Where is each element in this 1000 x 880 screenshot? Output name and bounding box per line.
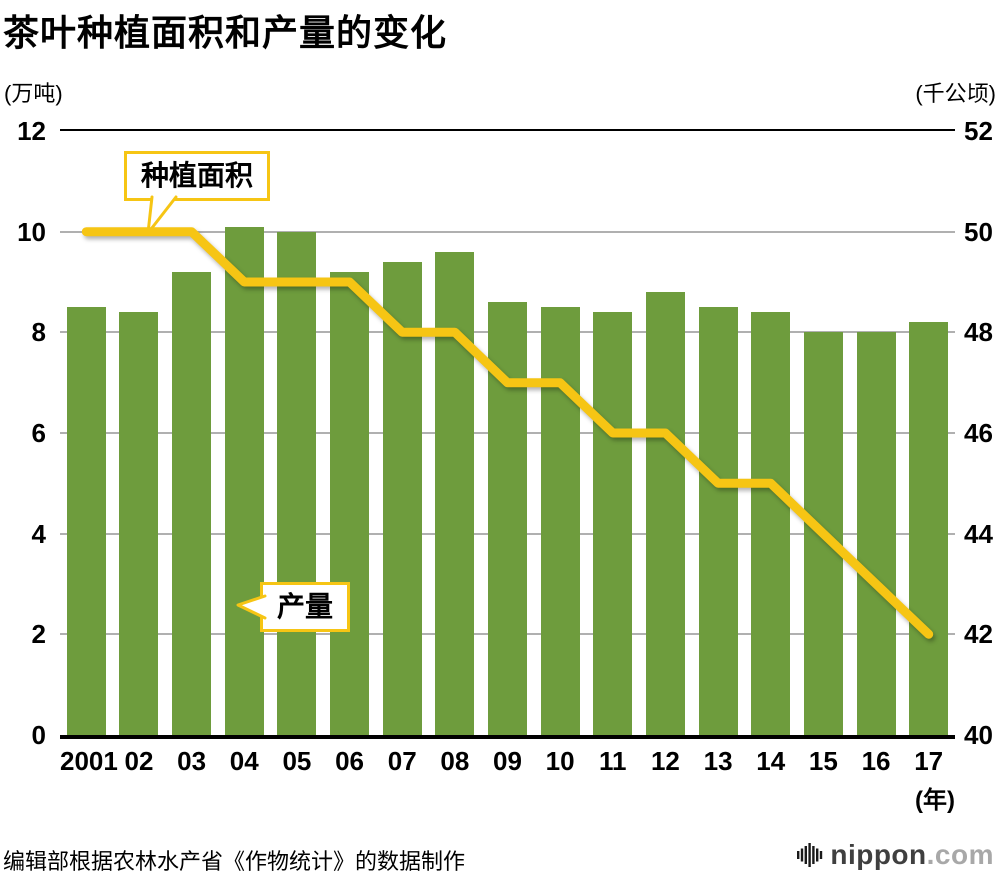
bar-07 — [382, 261, 422, 735]
chart-title: 茶叶种植面积和产量的变化 — [3, 12, 448, 53]
x-axis-baseline — [60, 735, 955, 739]
bar-11 — [593, 312, 633, 735]
bar-04 — [224, 226, 264, 735]
left-axis-tick-label: 6 — [31, 418, 46, 448]
production-callout: 产量 — [260, 582, 351, 633]
right-axis-tick-label: 40 — [964, 720, 993, 750]
right-axis-tick-label: 44 — [964, 518, 993, 549]
x-axis-tick-label: 03 — [177, 746, 207, 776]
left-axis-tick-label: 0 — [31, 720, 46, 750]
nippon-logo-icon — [797, 843, 823, 867]
x-axis-unit: (年) — [915, 787, 955, 814]
grid-line — [60, 230, 955, 233]
plot-top-border — [60, 129, 955, 131]
bar-16 — [856, 332, 896, 735]
right-axis-tick-label: 52 — [964, 116, 993, 146]
left-axis-tick-label: 10 — [17, 216, 46, 247]
bar-03 — [172, 271, 212, 735]
x-axis-tick-label: 10 — [545, 746, 575, 776]
nippon-logo-text: nippon — [830, 839, 927, 870]
x-axis-tick-label: 09 — [493, 746, 522, 776]
x-axis-tick-label: 05 — [282, 746, 312, 776]
x-axis-tick-label: 14 — [756, 746, 786, 776]
bar-05 — [277, 231, 317, 735]
left-axis-tick-label: 4 — [31, 518, 46, 549]
area-callout-label: 种植面积 — [141, 160, 254, 191]
right-axis-tick-label: 50 — [964, 216, 993, 247]
area-callout: 种植面积 — [124, 151, 271, 202]
bar-17 — [909, 322, 949, 735]
bar-10 — [540, 307, 580, 735]
x-axis-tick-label: 17 — [914, 746, 944, 776]
production-callout-label: 产量 — [277, 591, 334, 622]
right-axis-tick-label: 46 — [964, 418, 993, 448]
x-axis-tick-label: 07 — [387, 746, 417, 776]
bar-13 — [698, 307, 738, 735]
left-axis-tick-label: 2 — [31, 619, 46, 650]
left-axis-unit: (万吨) — [4, 81, 63, 106]
x-axis-tick-label: 04 — [229, 746, 259, 776]
source-note: 编辑部根据农林水产省《作物统计》的数据制作 — [3, 849, 466, 874]
x-axis-tick-label: 02 — [124, 746, 154, 776]
x-axis-tick-label: 2001 — [60, 746, 118, 776]
bar-14 — [751, 312, 791, 735]
bar-08 — [435, 251, 475, 735]
x-axis-tick-label: 15 — [808, 746, 838, 776]
plot-area — [60, 131, 955, 735]
bar-2001 — [66, 307, 106, 735]
x-axis-tick-label: 11 — [599, 746, 627, 776]
bar-06 — [330, 271, 370, 735]
x-axis-tick-label: 16 — [861, 746, 891, 776]
x-axis-tick-label: 12 — [650, 746, 680, 776]
nippon-logo-suffix: .com — [926, 839, 994, 870]
bar-09 — [488, 302, 527, 735]
bar-12 — [645, 292, 685, 735]
x-axis-tick-label: 08 — [440, 746, 470, 776]
x-axis-tick-label: 13 — [703, 746, 733, 776]
nippon-logo: nippon.com — [797, 839, 994, 871]
left-axis-tick-label: 12 — [17, 116, 46, 146]
x-axis-tick-label: 06 — [335, 746, 365, 776]
left-axis-tick-label: 8 — [31, 317, 46, 348]
right-axis-tick-label: 42 — [964, 619, 993, 650]
bar-02 — [119, 312, 159, 735]
right-axis-unit: (千公顷) — [915, 81, 996, 106]
bar-15 — [803, 332, 843, 735]
right-axis-tick-label: 48 — [964, 317, 993, 348]
